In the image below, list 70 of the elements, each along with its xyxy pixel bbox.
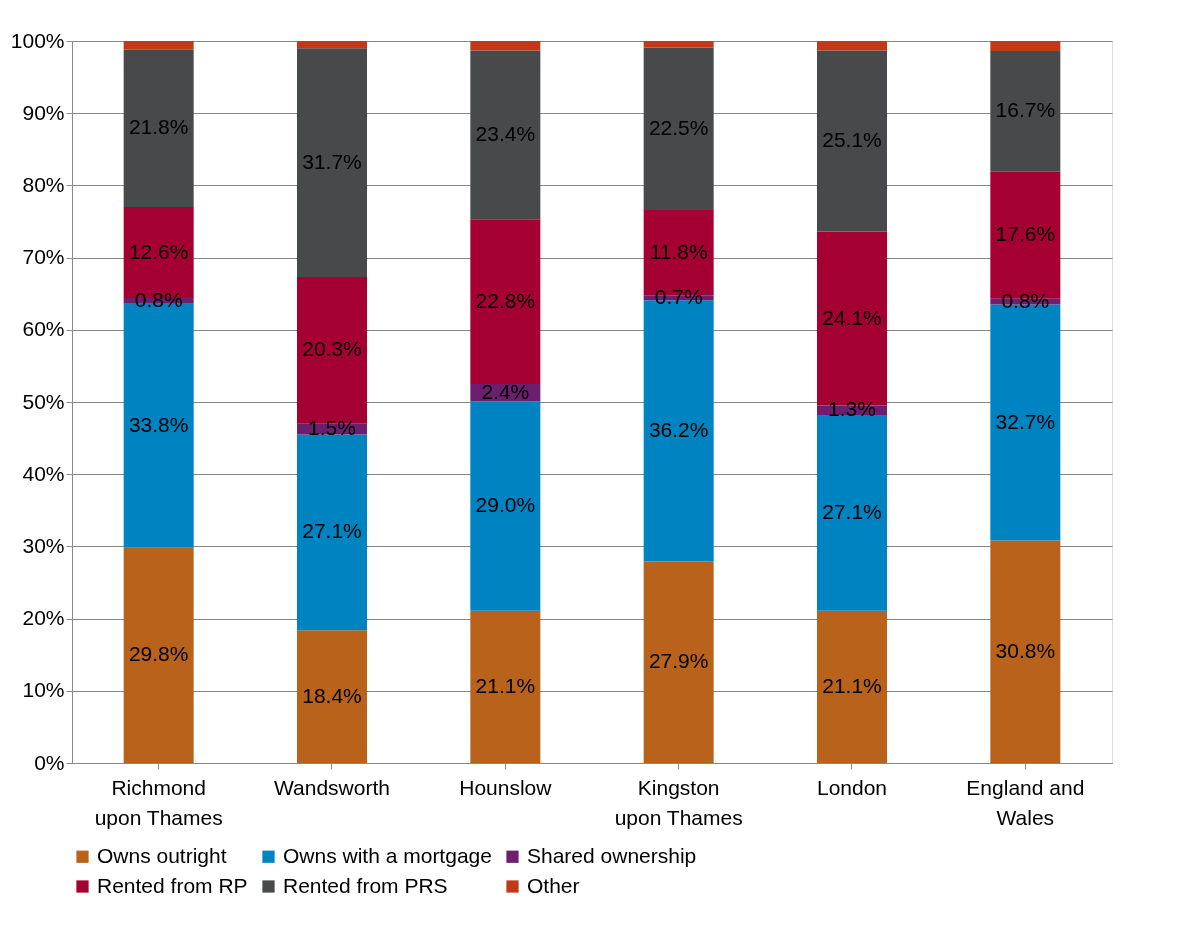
- y-tick-label: 70%: [22, 245, 65, 269]
- y-tick-label: 10%: [22, 678, 65, 702]
- legend-label: Shared ownership: [527, 843, 697, 867]
- y-tick-label: 40%: [22, 461, 65, 485]
- data-label: 21.1%: [822, 673, 882, 697]
- data-label: 18.4%: [302, 683, 362, 707]
- data-label: 31.7%: [302, 149, 362, 173]
- y-tick-label: 100%: [10, 28, 65, 52]
- y-tick-label: 80%: [22, 172, 65, 196]
- data-label: 27.9%: [648, 649, 709, 673]
- x-tick-label: Richmond upon Thames: [94, 775, 223, 829]
- legend-label: Rented from RP: [97, 873, 248, 897]
- bar: [297, 41, 367, 49]
- bar: [990, 41, 1061, 52]
- data-label: 22.8%: [475, 288, 536, 312]
- data-label: 27.1%: [822, 499, 882, 523]
- bar: [990, 540, 1061, 763]
- bar: [990, 51, 1061, 172]
- data-label: 12.6%: [128, 239, 189, 263]
- bar: [817, 50, 887, 232]
- legend-label: Rented from PRS: [283, 873, 448, 897]
- legend-label: Owns outright: [97, 843, 227, 867]
- data-label: 36.2%: [648, 417, 709, 441]
- bar: [297, 48, 367, 278]
- x-tick-label: Wandsworth: [274, 775, 390, 799]
- y-tick-label: 50%: [22, 389, 65, 413]
- data-label: 11.8%: [649, 239, 708, 263]
- legend-label: Owns with a mortgage: [283, 843, 492, 867]
- data-label: 32.7%: [995, 409, 1056, 433]
- y-tick-label: 90%: [22, 100, 65, 124]
- data-label: 29.0%: [475, 492, 536, 516]
- data-label: 21.8%: [128, 115, 189, 139]
- bar: [470, 219, 541, 384]
- data-label: 22.5%: [648, 115, 709, 139]
- bar: [817, 415, 887, 611]
- bar: [123, 41, 194, 50]
- y-tick-label: 0%: [34, 750, 65, 774]
- legend-label: Other: [527, 873, 580, 897]
- x-tick-label: London: [816, 775, 888, 799]
- bar: [470, 50, 541, 220]
- data-label: 30.8%: [995, 638, 1056, 662]
- data-label: 23.4%: [475, 121, 536, 145]
- bar: [817, 41, 887, 51]
- bar: [817, 610, 887, 763]
- data-label: 29.8%: [128, 642, 189, 666]
- x-tick-label: England and Wales: [966, 775, 1085, 829]
- y-tick-label: 60%: [22, 317, 65, 341]
- data-label: 2.4%: [481, 379, 530, 403]
- bar: [123, 49, 194, 208]
- data-label: 25.1%: [822, 128, 882, 151]
- y-tick-label: 30%: [22, 533, 65, 557]
- data-label: 33.8%: [128, 412, 189, 436]
- bar: [643, 561, 714, 763]
- data-label: 27.1%: [302, 519, 362, 543]
- bar: [470, 401, 541, 611]
- data-label: 20.3%: [302, 337, 362, 361]
- data-label: 21.1%: [475, 673, 536, 697]
- data-label: 17.6%: [995, 222, 1056, 246]
- data-label: 16.7%: [995, 98, 1056, 122]
- x-tick-label: Kingston upon Thames: [614, 775, 743, 829]
- bar: [643, 47, 714, 210]
- data-label: 24.1%: [822, 305, 882, 329]
- bar: [297, 630, 367, 763]
- y-tick-label: 20%: [22, 606, 65, 630]
- bar: [470, 41, 541, 51]
- x-tick-label: Hounslow: [459, 775, 553, 799]
- bar: [123, 547, 194, 763]
- bar: [297, 434, 367, 631]
- bar: [470, 610, 541, 763]
- bar: [643, 41, 714, 48]
